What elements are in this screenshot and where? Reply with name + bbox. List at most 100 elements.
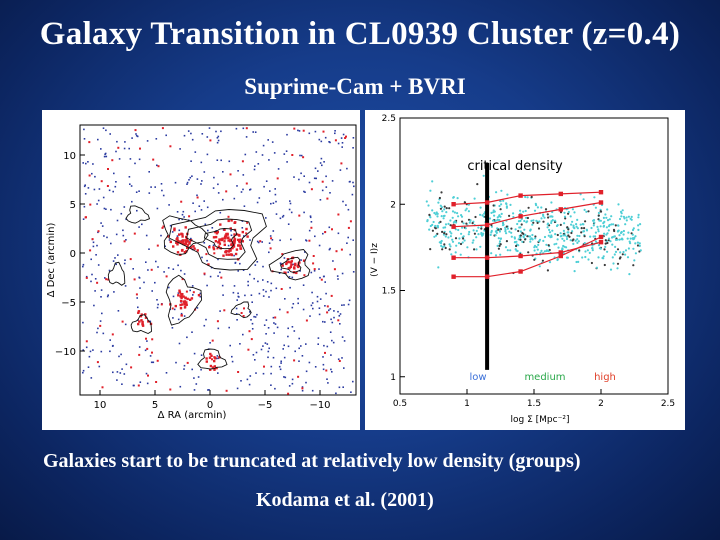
red-galaxy-point [189, 298, 192, 301]
field-galaxy-point [217, 139, 220, 142]
field-galaxy-point [219, 211, 222, 214]
field-galaxy-point [109, 339, 111, 341]
galaxy-point [547, 216, 550, 219]
red-galaxy-point [337, 213, 340, 216]
field-galaxy-point [287, 335, 289, 338]
field-galaxy-point [208, 389, 210, 391]
field-galaxy-point [201, 180, 203, 182]
field-galaxy-point [314, 130, 317, 133]
field-galaxy-point [186, 183, 188, 185]
galaxy-point [540, 249, 543, 252]
galaxy-point [544, 208, 548, 211]
galaxy-point [499, 253, 502, 256]
field-galaxy-point [313, 177, 316, 180]
red-galaxy-point [169, 240, 172, 244]
field-galaxy-point [333, 310, 335, 312]
field-galaxy-point [129, 158, 132, 160]
galaxy-point [505, 240, 508, 243]
red-galaxy-point [182, 242, 185, 246]
density-region-label: medium [524, 372, 565, 383]
field-galaxy-point [235, 307, 238, 310]
red-galaxy-point [237, 233, 241, 237]
galaxy-point [472, 229, 475, 232]
field-galaxy-point [251, 301, 253, 303]
red-galaxy-point [184, 305, 187, 308]
red-galaxy-point [181, 278, 184, 281]
galaxy-point [589, 235, 592, 238]
galaxy-point [577, 260, 580, 263]
galaxy-point [619, 210, 623, 213]
red-galaxy-point [188, 215, 191, 218]
galaxy-point [576, 227, 579, 230]
percentile-series-point [518, 193, 523, 198]
galaxy-point [594, 231, 597, 234]
xtick-label: 0.5 [393, 399, 407, 409]
field-galaxy-point [301, 389, 304, 392]
field-galaxy-point [262, 345, 264, 347]
field-galaxy-point [350, 391, 352, 393]
galaxy-point [616, 262, 620, 265]
red-galaxy-point [239, 244, 242, 247]
field-galaxy-point [130, 185, 133, 187]
field-galaxy-point [161, 189, 163, 192]
field-galaxy-point [160, 183, 163, 185]
field-galaxy-point [132, 384, 135, 387]
galaxy-point [551, 229, 554, 232]
field-galaxy-point [316, 295, 319, 298]
field-galaxy-point [206, 284, 208, 287]
field-galaxy-point [235, 127, 238, 130]
red-galaxy-point [192, 291, 195, 294]
field-galaxy-point [150, 361, 153, 364]
field-galaxy-point [297, 297, 299, 300]
red-galaxy-point [320, 278, 323, 281]
field-galaxy-point [330, 318, 332, 321]
galaxy-point [616, 267, 619, 270]
field-galaxy-point [197, 376, 200, 378]
galaxy-point [565, 237, 569, 241]
galaxy-point [597, 256, 600, 259]
field-galaxy-point [292, 303, 295, 305]
galaxy-point [602, 216, 605, 219]
field-galaxy-point [304, 191, 306, 193]
galaxy-point [482, 174, 485, 177]
red-galaxy-point [259, 240, 262, 243]
field-galaxy-point [284, 376, 287, 379]
galaxy-point [505, 232, 508, 235]
galaxy-point [534, 237, 537, 240]
red-galaxy-point [243, 307, 245, 310]
red-galaxy-point [140, 319, 143, 322]
red-galaxy-point [105, 278, 108, 281]
field-galaxy-point [242, 127, 245, 130]
galaxy-point [425, 200, 428, 203]
galaxy-point [426, 219, 429, 222]
red-galaxy-point [240, 312, 243, 314]
field-galaxy-point [124, 259, 126, 261]
red-galaxy-point [229, 239, 232, 243]
red-galaxy-point [305, 319, 308, 322]
red-galaxy-point [180, 295, 183, 298]
field-galaxy-point [175, 361, 177, 364]
galaxy-point [428, 228, 431, 231]
red-galaxy-point [137, 322, 140, 326]
field-galaxy-point [200, 161, 203, 164]
red-galaxy-point [223, 309, 226, 312]
field-galaxy-point [230, 234, 233, 237]
galaxy-point [608, 223, 611, 227]
red-galaxy-point [190, 246, 193, 249]
galaxy-point [545, 249, 548, 252]
field-galaxy-point [102, 127, 105, 129]
red-galaxy-point [133, 278, 136, 281]
galaxy-point [597, 211, 600, 215]
galaxy-point [465, 207, 468, 210]
field-galaxy-point [82, 265, 84, 268]
field-galaxy-point [111, 345, 114, 347]
field-galaxy-point [251, 328, 254, 330]
red-galaxy-point [96, 361, 99, 364]
galaxy-point [571, 230, 574, 233]
galaxy-point [571, 239, 574, 242]
field-galaxy-point [102, 196, 105, 199]
red-galaxy-point [160, 303, 163, 306]
galaxy-point [565, 235, 568, 238]
galaxy-point [448, 248, 451, 251]
field-galaxy-point [194, 151, 197, 153]
